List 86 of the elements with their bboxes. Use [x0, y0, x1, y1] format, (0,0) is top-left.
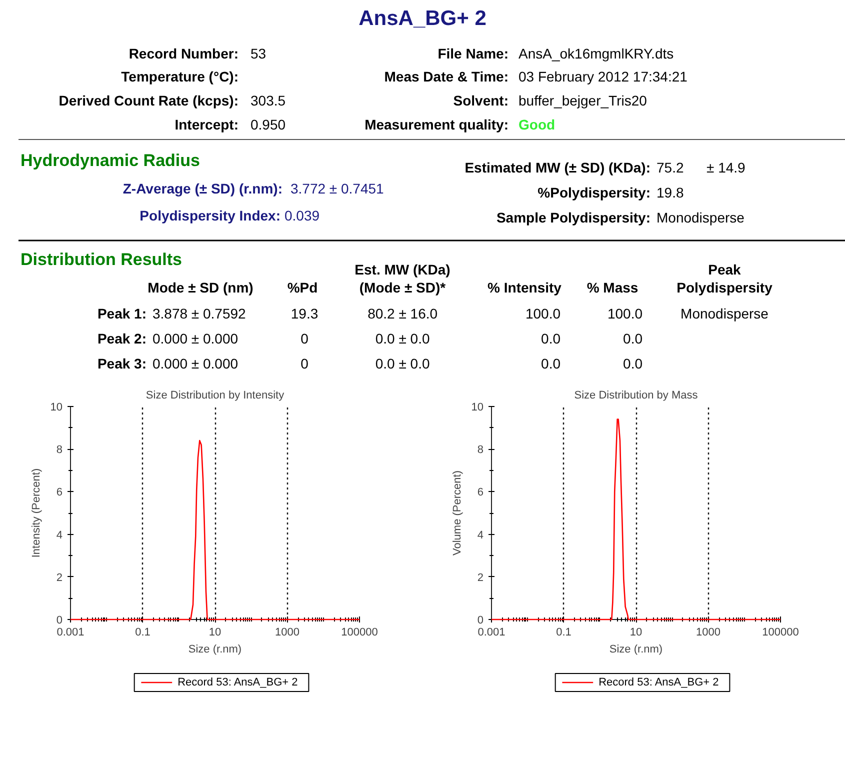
text: 100.0	[607, 306, 643, 322]
text: 0.0	[541, 356, 561, 372]
y-tick-label: 4	[56, 529, 63, 542]
text: Measurement quality:	[364, 116, 509, 132]
text: 75.2	[656, 160, 684, 176]
text: 0	[300, 356, 309, 372]
text: 303.5	[250, 92, 286, 108]
text: Good	[518, 116, 556, 132]
text: 0.000 ± 0.000	[152, 356, 238, 372]
x-tick-label: 1000	[696, 626, 720, 638]
chart-title: Size Distribution by Intensity	[146, 390, 285, 402]
text: Z-Average (± SD) (r.nm):	[122, 180, 283, 196]
x-axis-title: Size (r.nm)	[609, 644, 663, 656]
text: 100.0	[525, 306, 561, 322]
text: Monodisperse	[656, 210, 745, 226]
y-tick-label: 10	[471, 402, 484, 414]
y-tick-label: 8	[477, 444, 484, 456]
x-tick-label: 0.001	[478, 626, 506, 638]
text: Peak 2:	[97, 330, 147, 346]
text: %Polydispersity:	[538, 184, 651, 200]
x-tick-label: 10	[208, 626, 222, 638]
text: 0.0	[541, 330, 561, 346]
text: % Intensity	[488, 280, 562, 296]
text: Temperature (°C):	[121, 68, 239, 84]
y-tick-label: 10	[50, 402, 63, 414]
x-tick-label: 100000	[341, 626, 378, 638]
text: Peak	[708, 262, 742, 278]
legend-label: Record 53: AnsA_BG+ 2	[598, 676, 719, 688]
text: % Mass	[586, 280, 638, 296]
text: Sample Polydispersity:	[496, 210, 651, 226]
y-tick-label: 8	[56, 444, 63, 456]
text: 0	[300, 330, 309, 346]
text: Mode ± SD (nm)	[148, 280, 254, 296]
text: Derived Count Rate (kcps):	[58, 92, 239, 108]
text: 0.0 ± 0.0	[375, 356, 430, 372]
x-tick-label: 100000	[762, 626, 799, 638]
text: File Name:	[438, 46, 509, 62]
y-tick-label: 2	[477, 572, 484, 584]
text: Peak 3:	[97, 356, 147, 372]
text: 3.772 ± 0.7451	[290, 180, 384, 196]
y-tick-label: 2	[56, 572, 63, 584]
y-tick-label: 6	[56, 486, 63, 499]
text: Hydrodynamic Radius	[20, 151, 200, 170]
x-tick-label: 0.001	[56, 626, 84, 638]
text: Estimated MW (± SD) (KDa):	[464, 160, 651, 176]
y-axis-title: Intensity (Percent)	[30, 468, 42, 558]
text: 80.2 ± 16.0	[368, 306, 438, 322]
text: Intercept:	[174, 116, 239, 132]
x-tick-label: 10	[630, 626, 642, 638]
text: 19.8	[656, 184, 684, 200]
chart-title: Size Distribution by Mass	[574, 390, 698, 402]
text: AnsA_ok16mgmlKRY.dts	[518, 46, 674, 62]
text: AnsA_BG+ 2	[358, 7, 486, 30]
y-tick-label: 4	[477, 529, 484, 542]
text: 53	[250, 46, 266, 62]
text: 0.0 ± 0.0	[375, 330, 430, 346]
text: 3.878 ± 0.7592	[152, 306, 246, 322]
y-tick-label: 0	[477, 614, 484, 626]
y-tick-label: 0	[56, 614, 63, 626]
text: Polydispersity	[676, 280, 773, 296]
text: Distribution Results	[20, 250, 182, 269]
text: (Mode ± SD)*	[359, 280, 446, 296]
text: ± 14.9	[706, 160, 746, 176]
x-tick-label: 0.1	[556, 626, 572, 638]
text: Est. MW (KDa)	[354, 262, 450, 278]
legend-label: Record 53: AnsA_BG+ 2	[178, 676, 298, 688]
text: buffer_bejger_Tris20	[518, 92, 648, 108]
text: 03 February 2012 17:34:21	[518, 68, 688, 84]
text: Solvent:	[453, 92, 509, 108]
x-tick-label: 1000	[275, 626, 300, 638]
text: Meas Date & Time:	[384, 68, 509, 84]
text: 0.000 ± 0.000	[152, 330, 238, 346]
text: %Pd	[287, 280, 318, 296]
text: 19.3	[290, 306, 318, 322]
text: Peak 1:	[97, 306, 147, 322]
y-tick-label: 6	[477, 486, 484, 499]
text: 0.0	[623, 356, 643, 372]
text: Record Number:	[128, 46, 239, 62]
text: 0.0	[623, 330, 643, 346]
text: Monodisperse	[680, 306, 769, 322]
x-tick-label: 0.1	[135, 626, 150, 638]
text: Polydispersity Index:	[140, 208, 281, 224]
text: 0.039	[284, 208, 320, 224]
x-axis-title: Size (r.nm)	[188, 644, 242, 656]
text: 0.950	[250, 116, 286, 132]
y-axis-title: Volume (Percent)	[451, 470, 464, 556]
